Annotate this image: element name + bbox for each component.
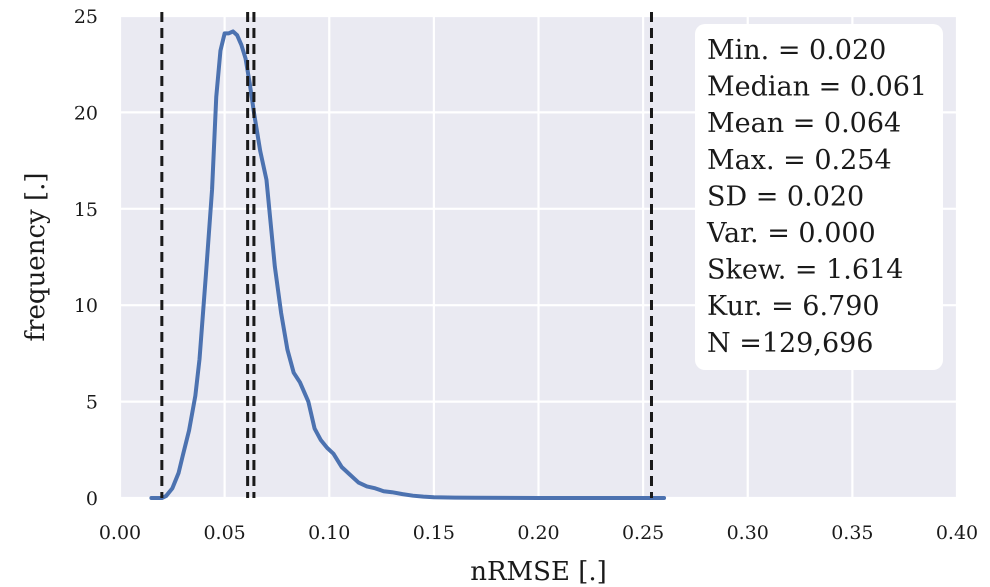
x-tick-label: 0.35 (831, 522, 873, 544)
x-axis-title: nRMSE [.] (470, 557, 607, 587)
statistic-vlines (160, 12, 653, 498)
statistics-box: Min. = 0.020 Median = 0.061 Mean = 0.064 Ma… (695, 24, 943, 370)
y-tick-labels: 0 5 10 15 20 25 (74, 6, 98, 510)
statistics-line: Var. = 0.000 (706, 218, 876, 249)
x-tick-label: 0.30 (727, 522, 769, 544)
x-tick-labels: 0.00 0.05 0.10 0.15 0.20 0.25 0.30 0.35 0.40 (99, 522, 978, 544)
x-tick-label: 0.00 (99, 522, 141, 544)
statistics-line: Skew. = 1.614 (707, 255, 903, 286)
x-tick-label: 0.25 (622, 522, 664, 544)
y-axis-title: frequency [.] (21, 172, 51, 341)
statistics-line: Kur. = 6.790 (707, 291, 880, 322)
x-tick-label: 0.10 (308, 522, 350, 544)
statistics-line: Median = 0.061 (707, 72, 927, 103)
statistics-line: Max. = 0.254 (707, 145, 892, 176)
x-tick-label: 0.40 (936, 522, 978, 544)
statistics-box-background (695, 24, 943, 370)
y-tick-label: 5 (86, 392, 98, 414)
y-tick-label: 25 (74, 6, 98, 28)
statistics-lines: Min. = 0.020 Median = 0.061 Mean = 0.064 Ma… (706, 35, 927, 359)
statistics-line: Mean = 0.064 (707, 108, 901, 139)
y-tick-label: 15 (74, 199, 98, 221)
x-tick-label: 0.20 (517, 522, 559, 544)
y-tick-label: 20 (74, 102, 98, 124)
statistics-line: Min. = 0.020 (707, 35, 886, 66)
statistics-line: SD = 0.020 (707, 181, 864, 212)
x-tick-label: 0.05 (203, 522, 245, 544)
y-tick-label: 0 (86, 488, 98, 510)
statistics-line: N =129,696 (707, 328, 873, 359)
density-curve (149, 29, 667, 500)
y-tick-label: 10 (74, 295, 98, 317)
x-tick-label: 0.15 (413, 522, 455, 544)
